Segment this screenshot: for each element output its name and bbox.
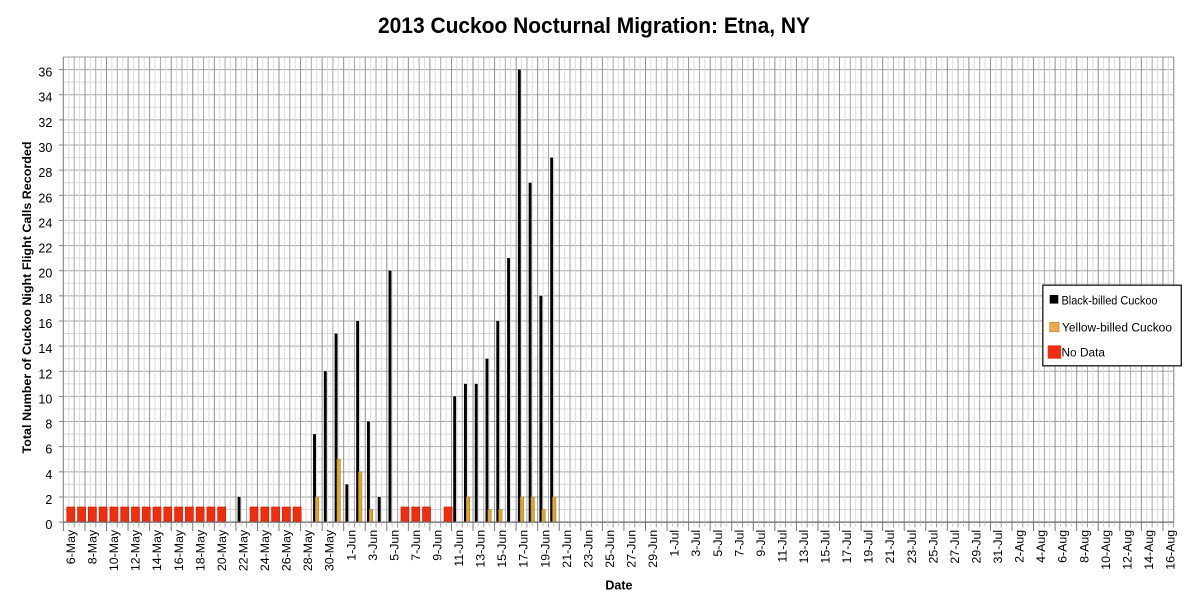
svg-text:31-Jul: 31-Jul xyxy=(991,530,1005,564)
svg-text:10-May: 10-May xyxy=(107,529,121,571)
svg-text:8-May: 8-May xyxy=(86,529,100,564)
svg-text:16-May: 16-May xyxy=(172,529,186,571)
svg-text:19-Jul: 19-Jul xyxy=(862,530,876,564)
svg-text:13-Jul: 13-Jul xyxy=(797,530,811,564)
svg-text:13-Jun: 13-Jun xyxy=(474,530,488,568)
svg-text:10: 10 xyxy=(38,392,52,406)
svg-text:Black-billed Cuckoo: Black-billed Cuckoo xyxy=(1062,294,1158,308)
svg-text:28: 28 xyxy=(38,166,52,180)
svg-text:34: 34 xyxy=(38,91,52,105)
svg-text:18-May: 18-May xyxy=(193,529,207,571)
svg-text:0: 0 xyxy=(45,518,52,532)
svg-text:9-Jul: 9-Jul xyxy=(754,530,768,557)
svg-text:20-May: 20-May xyxy=(215,529,229,571)
svg-text:32: 32 xyxy=(38,116,52,130)
svg-text:26-May: 26-May xyxy=(280,529,294,571)
svg-text:11-Jun: 11-Jun xyxy=(452,530,466,567)
svg-text:15-Jun: 15-Jun xyxy=(495,530,509,568)
svg-text:6-Aug: 6-Aug xyxy=(1056,530,1070,563)
svg-text:12-May: 12-May xyxy=(129,529,143,571)
svg-text:14: 14 xyxy=(38,342,52,356)
svg-text:22-May: 22-May xyxy=(236,529,250,571)
svg-text:22: 22 xyxy=(38,242,52,256)
svg-text:16-Aug: 16-Aug xyxy=(1164,530,1178,570)
svg-text:21-Jun: 21-Jun xyxy=(560,530,574,568)
svg-text:30-May: 30-May xyxy=(323,529,337,571)
svg-text:14-Aug: 14-Aug xyxy=(1142,530,1156,570)
svg-text:25-Jun: 25-Jun xyxy=(603,530,617,568)
svg-text:24: 24 xyxy=(38,216,52,230)
svg-text:7-Jun: 7-Jun xyxy=(409,530,423,561)
svg-text:23-Jul: 23-Jul xyxy=(905,530,919,564)
svg-text:9-Jun: 9-Jun xyxy=(431,530,445,561)
svg-text:6-May: 6-May xyxy=(64,529,78,564)
svg-text:29-Jun: 29-Jun xyxy=(646,530,660,568)
svg-text:Yellow-billed Cuckoo: Yellow-billed Cuckoo xyxy=(1062,321,1172,335)
svg-text:10-Aug: 10-Aug xyxy=(1099,530,1113,570)
svg-text:12: 12 xyxy=(38,367,52,381)
svg-text:14-May: 14-May xyxy=(150,529,164,571)
svg-text:6: 6 xyxy=(45,443,52,457)
svg-text:30: 30 xyxy=(38,141,52,155)
svg-text:20: 20 xyxy=(38,267,52,281)
svg-text:12-Aug: 12-Aug xyxy=(1120,530,1134,570)
svg-text:5-Jun: 5-Jun xyxy=(387,530,401,561)
svg-text:7-Jul: 7-Jul xyxy=(732,530,746,557)
svg-text:15-Jul: 15-Jul xyxy=(819,530,833,564)
svg-text:2013 Cuckoo Nocturnal Migratio: 2013 Cuckoo Nocturnal Migration: Etna, N… xyxy=(378,13,810,38)
svg-text:Date: Date xyxy=(605,579,632,593)
svg-text:4: 4 xyxy=(45,468,52,482)
svg-text:23-Jun: 23-Jun xyxy=(581,530,595,568)
svg-text:1-Jul: 1-Jul xyxy=(668,530,682,557)
svg-text:17-Jul: 17-Jul xyxy=(840,530,854,564)
svg-text:24-May: 24-May xyxy=(258,529,272,571)
svg-text:18: 18 xyxy=(38,292,52,306)
svg-text:8-Aug: 8-Aug xyxy=(1077,530,1091,563)
svg-text:3-Jun: 3-Jun xyxy=(366,530,380,561)
svg-text:17-Jun: 17-Jun xyxy=(517,530,531,568)
svg-text:Total Number of Cuckoo Night F: Total Number of Cuckoo Night Flight Call… xyxy=(22,142,34,454)
svg-text:2: 2 xyxy=(45,493,52,507)
svg-text:28-May: 28-May xyxy=(301,529,315,571)
svg-text:11-Jul: 11-Jul xyxy=(775,530,789,563)
svg-text:29-Jul: 29-Jul xyxy=(969,530,983,564)
svg-text:27-Jun: 27-Jun xyxy=(625,530,639,568)
svg-text:No Data: No Data xyxy=(1062,346,1106,360)
svg-text:2-Aug: 2-Aug xyxy=(1013,530,1027,563)
svg-text:36: 36 xyxy=(38,66,52,80)
svg-text:3-Jul: 3-Jul xyxy=(689,530,703,557)
svg-text:5-Jul: 5-Jul xyxy=(711,530,725,557)
svg-text:26: 26 xyxy=(38,191,52,205)
svg-text:25-Jul: 25-Jul xyxy=(926,530,940,564)
svg-text:8: 8 xyxy=(45,418,52,432)
svg-text:21-Jul: 21-Jul xyxy=(883,530,897,564)
svg-text:16: 16 xyxy=(38,317,52,331)
svg-text:1-Jun: 1-Jun xyxy=(344,530,358,561)
svg-text:4-Aug: 4-Aug xyxy=(1034,530,1048,563)
svg-text:19-Jun: 19-Jun xyxy=(538,530,552,568)
svg-text:27-Jul: 27-Jul xyxy=(948,530,962,564)
